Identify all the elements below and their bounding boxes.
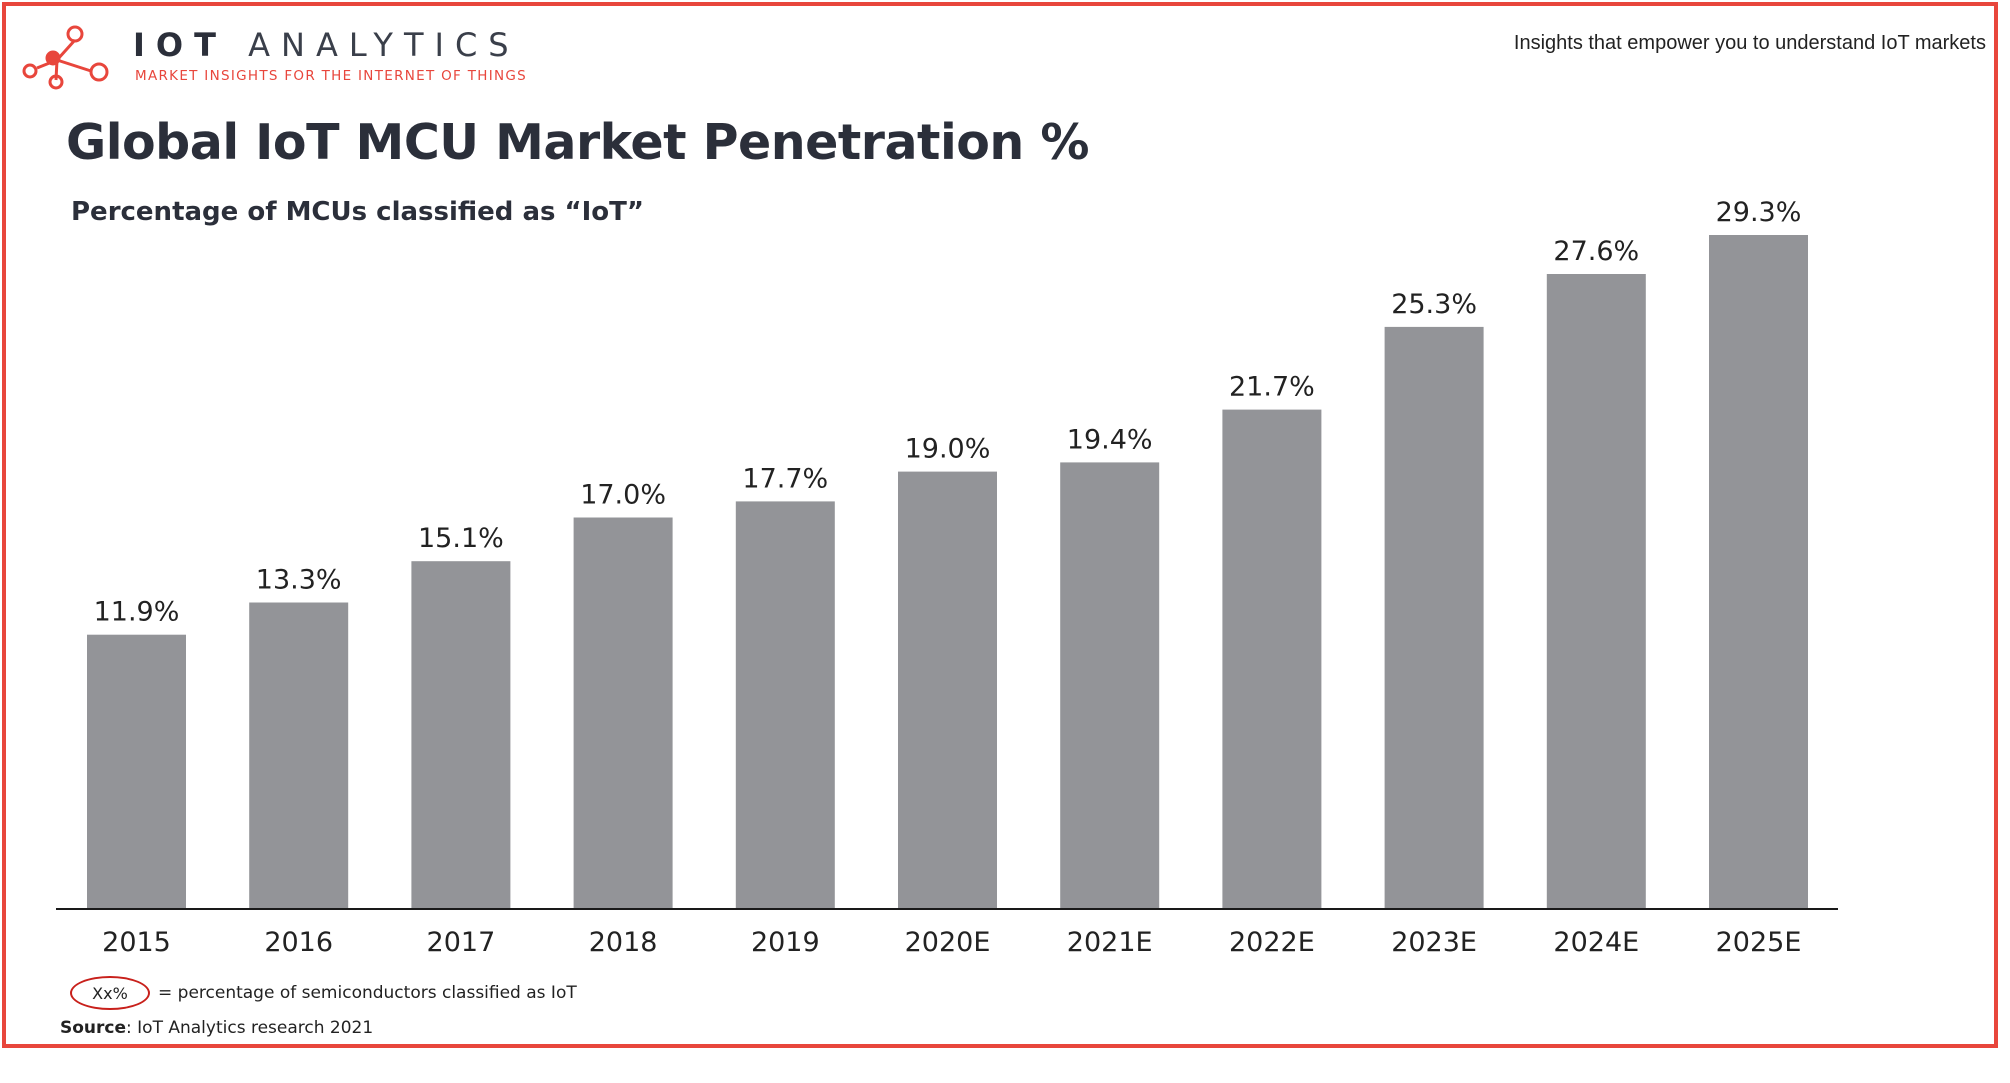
chart-title: Global IoT MCU Market Penetration % — [66, 114, 1089, 171]
x-tick-label-2023e: 2023E — [1391, 927, 1477, 958]
x-tick-label-2021e: 2021E — [1067, 927, 1153, 958]
source-label: Source — [60, 1018, 127, 1038]
network-nodes-icon — [22, 25, 109, 90]
x-tick-labels-group: 2015 2016 2017 2018 2019 2020E 2021E 2022E 2023E… — [102, 927, 1801, 958]
legend-description: = percentage of semiconductors classifie… — [158, 983, 577, 1003]
value-label-2020e: 19.0% — [905, 434, 991, 465]
bar-2020e — [898, 471, 997, 908]
bar-2017 — [411, 561, 511, 908]
legend-marker: Xx% — [70, 976, 150, 1010]
bar-2016 — [249, 602, 349, 908]
chart-subtitle: Percentage of MCUs classified as “IoT” — [71, 197, 644, 227]
x-tick-label-2022e: 2022E — [1229, 927, 1315, 958]
x-tick-label-2018: 2018 — [589, 927, 658, 958]
value-label-2022e: 21.7% — [1229, 372, 1315, 403]
value-label-2016: 13.3% — [256, 565, 342, 596]
source-note: Source: IoT Analytics research 2021 — [60, 1018, 373, 1038]
value-label-2021e: 19.4% — [1067, 424, 1153, 455]
value-label-2024e: 27.6% — [1553, 236, 1639, 267]
x-tick-label-2015: 2015 — [102, 927, 171, 958]
top-right-tagline: Insights that empower you to understand … — [1513, 32, 1986, 54]
value-label-2023e: 25.3% — [1391, 289, 1477, 320]
bar-2023e — [1384, 326, 1484, 908]
value-label-2025e: 29.3% — [1716, 197, 1802, 228]
bar-2018 — [573, 517, 673, 908]
x-tick-label-2016: 2016 — [264, 927, 333, 958]
x-tick-label-2025e: 2025E — [1716, 927, 1802, 958]
bar-2021e — [1060, 462, 1160, 908]
bar-2019 — [735, 501, 835, 908]
brand-name: IOT ANALYTICS — [133, 26, 520, 64]
bars-group — [87, 235, 1808, 908]
source-text: : IoT Analytics research 2021 — [126, 1018, 374, 1038]
legend: Xx% = percentage of semiconductors class… — [70, 976, 577, 1010]
value-labels-group: 11.9% 13.3% 15.1% 17.0% 17.7% 19.0% 19.4% 21.7%… — [94, 197, 1802, 628]
x-tick-label-2017: 2017 — [427, 927, 496, 958]
bar-2022e — [1222, 409, 1322, 908]
brand-name-secondary: ANALYTICS — [248, 26, 520, 64]
x-tick-label-2020e: 2020E — [905, 927, 991, 958]
brand-name-primary: IOT — [133, 26, 227, 64]
bar-2024e — [1546, 274, 1646, 908]
bar-2015 — [87, 634, 186, 908]
value-label-2019: 17.7% — [742, 463, 828, 494]
x-tick-label-2019: 2019 — [751, 927, 820, 958]
bar-2025e — [1709, 235, 1808, 908]
value-label-2017: 15.1% — [418, 523, 504, 554]
value-label-2018: 17.0% — [580, 480, 666, 511]
x-tick-label-2024e: 2024E — [1553, 927, 1639, 958]
value-label-2015: 11.9% — [94, 597, 180, 628]
brand-tagline: MARKET INSIGHTS FOR THE INTERNET OF THIN… — [135, 68, 528, 84]
